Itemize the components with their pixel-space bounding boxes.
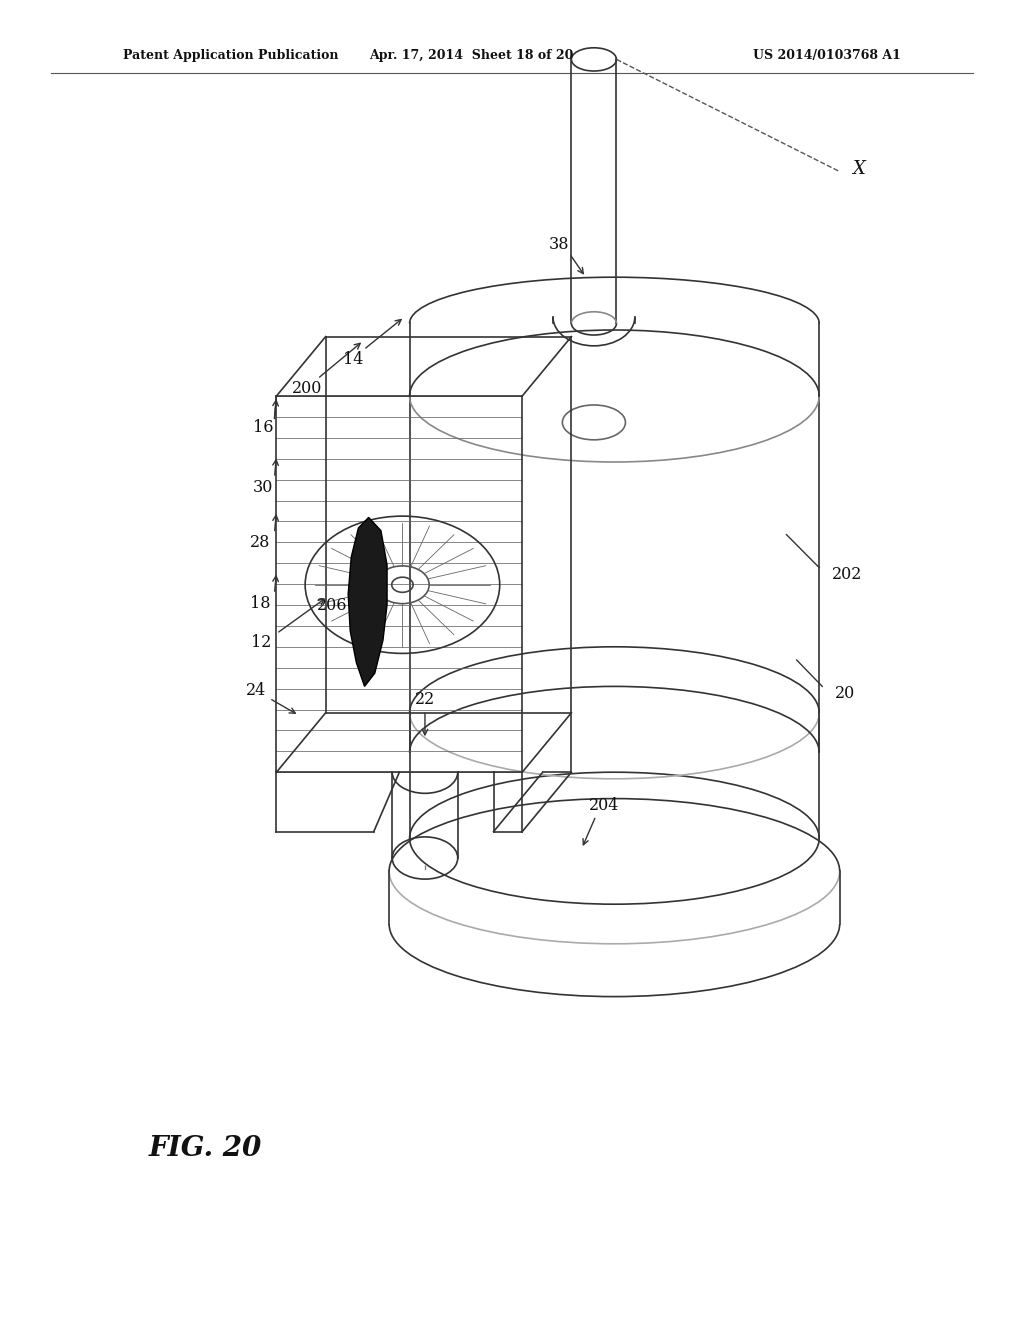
Text: 206: 206 — [316, 598, 347, 614]
Text: FIG. 20: FIG. 20 — [148, 1135, 261, 1162]
Text: 204: 204 — [589, 797, 620, 813]
Text: 16: 16 — [253, 420, 273, 436]
Text: 38: 38 — [549, 236, 569, 252]
Text: 28: 28 — [250, 535, 270, 550]
Text: 18: 18 — [250, 595, 270, 611]
Text: 22: 22 — [415, 692, 435, 708]
Text: 14: 14 — [343, 351, 364, 367]
Text: US 2014/0103768 A1: US 2014/0103768 A1 — [754, 49, 901, 62]
Text: 12: 12 — [251, 635, 271, 651]
Text: 200: 200 — [292, 380, 323, 396]
Text: 20: 20 — [835, 685, 855, 701]
Text: 202: 202 — [831, 566, 862, 582]
Text: Patent Application Publication: Patent Application Publication — [123, 49, 338, 62]
Text: X: X — [852, 160, 865, 178]
Text: 30: 30 — [253, 479, 273, 495]
Text: 24: 24 — [246, 682, 266, 698]
Polygon shape — [348, 517, 387, 686]
Text: Apr. 17, 2014  Sheet 18 of 20: Apr. 17, 2014 Sheet 18 of 20 — [369, 49, 573, 62]
